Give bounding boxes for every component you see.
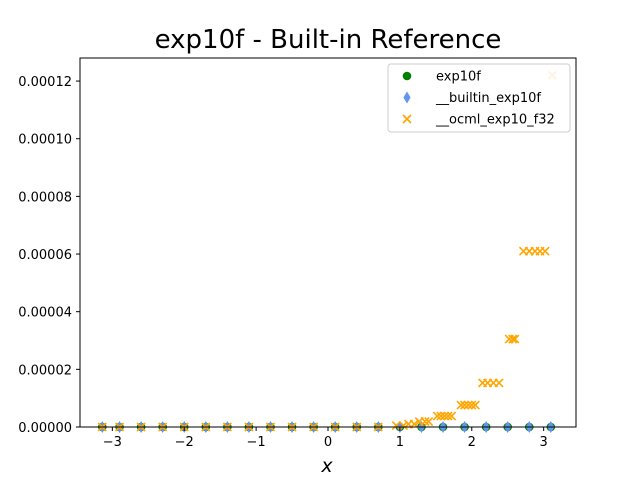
- data-point: [420, 416, 430, 427]
- data-point: [460, 400, 470, 410]
- y-tick-label: 0.00006: [18, 248, 72, 263]
- y-tick-label: 0.00004: [18, 306, 72, 321]
- x-tick-label: −2: [175, 435, 194, 450]
- data-point: [508, 334, 518, 344]
- y-tick-label: 0.00012: [18, 75, 72, 90]
- legend: exp10f __builtin_exp10f __ocml_exp10_f32: [387, 63, 571, 133]
- x-tick-label: 1: [396, 435, 404, 450]
- y-tick-label: 0.00002: [18, 363, 72, 378]
- x-tick-label: 3: [540, 435, 548, 450]
- data-point: [424, 416, 434, 427]
- data-point: [436, 411, 446, 421]
- x-tick-label: 2: [468, 435, 476, 450]
- x-tick-label: −1: [247, 435, 266, 450]
- legend-label: __builtin_exp10f: [435, 91, 541, 106]
- legend-label: __ocml_exp10_f32: [435, 113, 555, 128]
- data-point: [510, 334, 520, 344]
- data-point: [439, 411, 450, 421]
- legend-marker: [402, 114, 412, 124]
- legend-box: [387, 63, 571, 133]
- axes: −3 −2 −1 0 1 2 3 0.00000 0.00002 0.00004 0.00006 0.…: [18, 57, 577, 450]
- data-point: [470, 400, 480, 410]
- y-tick-label: 0.00010: [18, 133, 72, 148]
- data-point: [447, 411, 457, 421]
- x-tick-label: 0: [324, 435, 332, 450]
- y-tick-label: 0.00000: [18, 421, 72, 436]
- x-axis-label: x: [320, 455, 333, 477]
- data-point: [467, 400, 477, 410]
- data-point: [432, 411, 442, 421]
- x-tick-label: −3: [103, 435, 122, 450]
- data-point: [463, 400, 473, 410]
- legend-label: exp10f: [436, 70, 481, 85]
- data-point: [494, 378, 504, 388]
- data-point: [398, 420, 409, 431]
- y-tick-label: 0.00008: [18, 190, 72, 205]
- data-point: [456, 400, 466, 410]
- legend-marker: [403, 91, 411, 104]
- chart-title: exp10f - Built-in Reference: [155, 25, 502, 55]
- legend-marker: [402, 71, 412, 81]
- data-point: [391, 420, 401, 431]
- data-point: [540, 246, 550, 256]
- series-3: [97, 70, 557, 432]
- data-point: [443, 411, 453, 421]
